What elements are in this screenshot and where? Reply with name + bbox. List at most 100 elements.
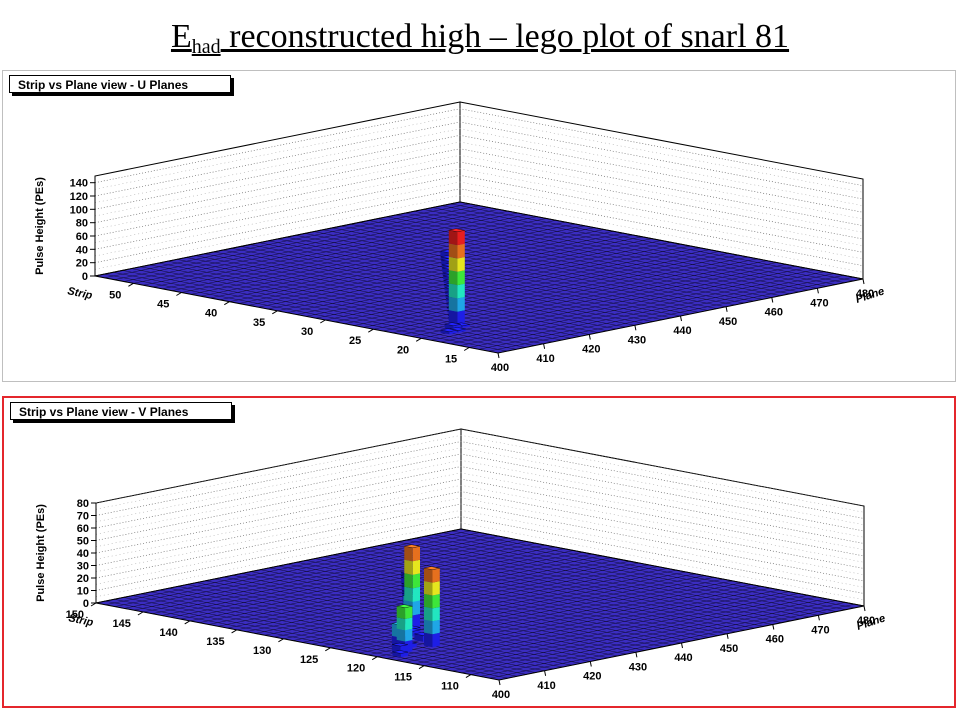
bar-face-front <box>457 297 465 312</box>
floor-grid-line <box>414 589 780 665</box>
z-tick-label: 40 <box>77 548 89 560</box>
floor-grid-line <box>354 251 720 326</box>
z-tick-label: 20 <box>76 258 88 270</box>
z-tick-label: 120 <box>70 191 88 203</box>
bar-face-side <box>424 619 433 635</box>
bar-face-front <box>457 310 465 326</box>
wall-grid-line <box>95 453 865 532</box>
z-tick-label: 100 <box>70 204 88 216</box>
floor-grid-line <box>287 564 691 642</box>
plane-tick <box>589 661 592 667</box>
plane-tick <box>725 306 728 312</box>
wall-grid-line <box>95 503 865 582</box>
floor-grid-line <box>105 530 471 605</box>
plane-tick <box>816 288 819 294</box>
strip-tick-label: 130 <box>253 645 271 657</box>
strip-tick-label: 30 <box>301 326 313 338</box>
strip-tick <box>371 656 378 661</box>
floor-grid-line <box>324 556 728 634</box>
plane-tick-label: 430 <box>628 334 646 346</box>
plane-tick <box>498 679 501 686</box>
floor-grid-line <box>114 599 518 677</box>
plane-tick-label: 420 <box>583 671 601 683</box>
strip-tick-label: 125 <box>300 654 318 666</box>
wall-grid-minor <box>94 195 864 273</box>
floor-grid-line <box>178 586 582 664</box>
wall-grid-minor <box>95 497 865 576</box>
bar-face-top <box>448 228 465 233</box>
floor-grid-line <box>314 558 719 636</box>
strip-tick <box>325 647 331 652</box>
floor-grid-line <box>180 544 546 620</box>
z-tick-label: 80 <box>76 218 88 230</box>
plane-tick <box>588 334 591 340</box>
lego-bar <box>440 328 457 335</box>
z-tick-label: 40 <box>76 244 88 256</box>
bar-face-front <box>405 606 413 619</box>
strip-tick-label: 140 <box>159 627 177 639</box>
floor-grid-line <box>229 227 595 302</box>
z-tick-label: 20 <box>77 573 89 585</box>
bar-face-side <box>448 270 458 286</box>
floor-grid-line <box>260 569 664 647</box>
title-main: E <box>170 18 192 55</box>
wall-grid-minor <box>94 141 864 220</box>
plane-tick-label: 480 <box>856 288 874 300</box>
floor-grid-line <box>187 584 591 662</box>
bar-face-side <box>440 330 450 335</box>
plane-tick <box>817 615 820 621</box>
wall-grid-minor <box>95 510 865 588</box>
wall-grid-line <box>94 108 864 186</box>
plane-tick <box>634 325 637 331</box>
wall-grid-minor <box>94 128 864 206</box>
bar-face-front <box>432 606 440 622</box>
strip-tick <box>278 638 284 643</box>
floor-grid-line <box>114 205 480 280</box>
plane-tick-label: 450 <box>720 643 738 655</box>
floor-grid-line <box>387 543 792 621</box>
z-tick-label: 60 <box>76 231 88 243</box>
bar-face-side <box>448 256 458 272</box>
histogram-title-v: Strip vs Plane view - V Planes <box>10 402 232 420</box>
plane-tick <box>863 605 866 612</box>
strip-tick-label: 20 <box>397 344 409 356</box>
floor-grid-line <box>451 530 855 609</box>
bar-face-top <box>392 642 408 647</box>
floor-grid-line <box>123 207 489 282</box>
floor-grid-line <box>274 562 640 638</box>
plane-tick <box>543 343 546 349</box>
wall-grid-line <box>94 174 864 253</box>
strip-tick-label: 25 <box>349 335 361 347</box>
floor-grid-line <box>397 541 801 620</box>
plane-tick <box>680 315 682 322</box>
bar-face-front <box>432 568 440 583</box>
strip-tick-label: 15 <box>445 354 457 366</box>
bar-face-front <box>432 632 440 648</box>
bar-face-side <box>424 606 433 622</box>
bar-face-side <box>448 243 458 259</box>
bar-face-top <box>404 544 421 549</box>
z-tick-label: 0 <box>82 271 88 283</box>
floor-grid-line <box>430 266 796 341</box>
bar-face-front <box>458 329 466 333</box>
bar-face-side <box>414 633 423 642</box>
floor-grid-line <box>449 269 816 344</box>
pad-v-planes[interactable]: 0 10 20 30 40 50 60 70 80 Pulse Height (PEs) 110 11… <box>2 396 956 708</box>
floor-grid-line <box>200 222 566 297</box>
plane-tick-label: 440 <box>673 325 691 337</box>
floor-grid-line <box>382 256 748 332</box>
strip-tick <box>320 319 326 324</box>
plane-tick <box>771 297 774 303</box>
plane-tick-label: 460 <box>766 634 784 646</box>
floor-grid-line <box>315 244 681 319</box>
bar-face-side <box>448 310 458 326</box>
floor-grid-line <box>360 549 764 627</box>
floor-grid-line <box>133 209 499 284</box>
floor-grid-line <box>415 538 819 616</box>
pad-u-planes[interactable]: 0 20 40 60 80 100 120 140 Pulse Height (PEs) 15 20… <box>2 70 956 382</box>
floor-grid-line <box>421 264 787 339</box>
floor-grid-line <box>95 528 462 604</box>
strip-tick <box>184 620 190 625</box>
